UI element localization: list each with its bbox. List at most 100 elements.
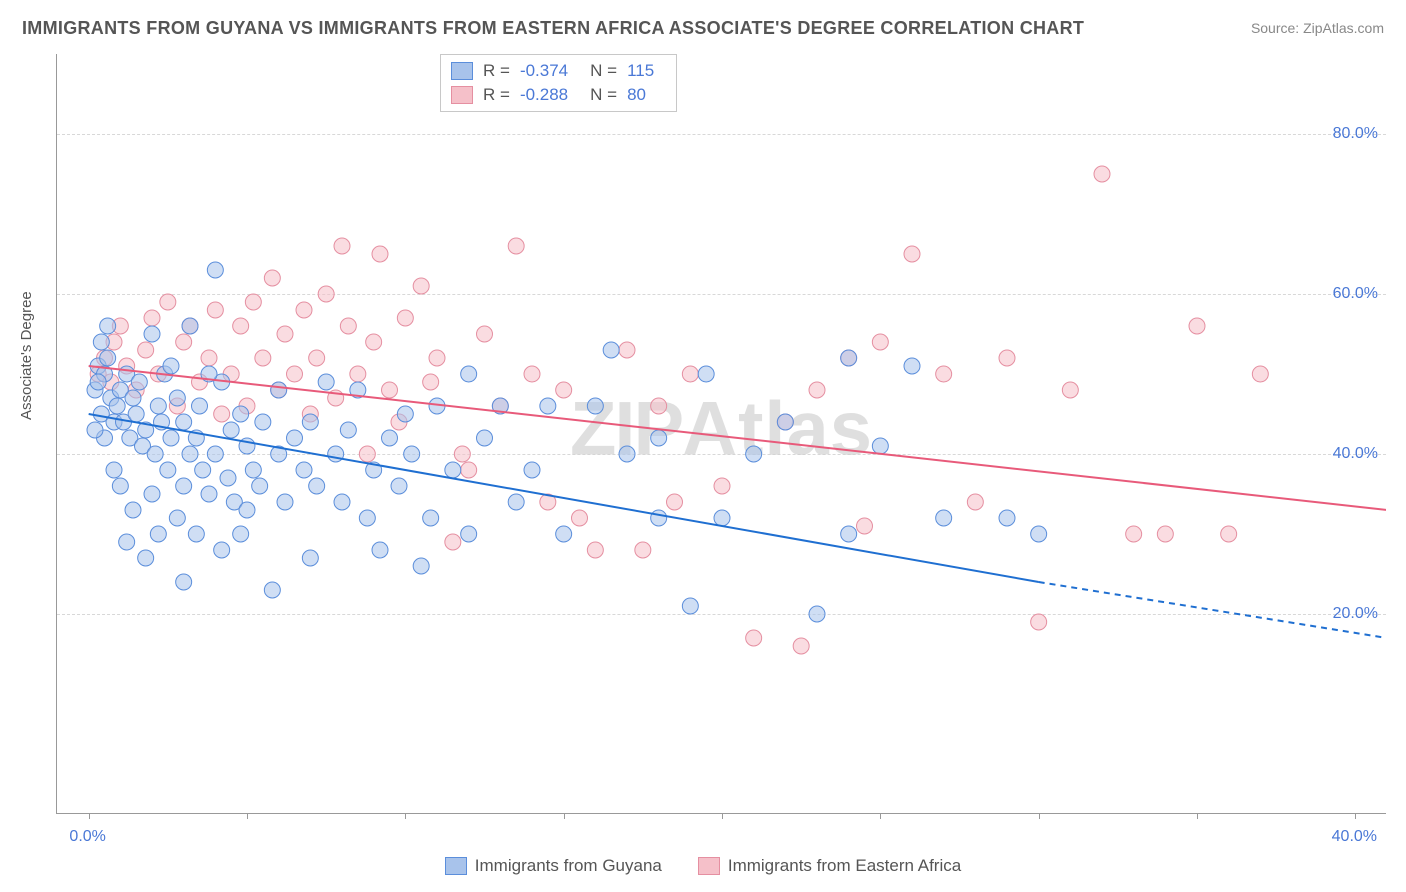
data-point xyxy=(651,398,667,414)
data-point xyxy=(524,366,540,382)
data-point xyxy=(936,510,952,526)
data-point xyxy=(220,470,236,486)
legend-label-blue: Immigrants from Guyana xyxy=(475,856,662,876)
data-point xyxy=(603,342,619,358)
data-point xyxy=(233,526,249,542)
data-point xyxy=(163,430,179,446)
data-point xyxy=(461,366,477,382)
data-point xyxy=(195,462,211,478)
data-point xyxy=(1126,526,1142,542)
data-point xyxy=(429,350,445,366)
data-point xyxy=(372,542,388,558)
data-point xyxy=(176,334,192,350)
swatch-blue-2 xyxy=(445,857,467,875)
data-point xyxy=(182,446,198,462)
x-tick-label-right: 40.0% xyxy=(1332,828,1377,846)
data-point xyxy=(809,382,825,398)
data-point xyxy=(746,446,762,462)
data-point xyxy=(233,318,249,334)
data-point xyxy=(967,494,983,510)
data-point xyxy=(160,462,176,478)
data-point xyxy=(635,542,651,558)
x-tick xyxy=(1039,813,1040,819)
data-point xyxy=(1031,526,1047,542)
data-point xyxy=(340,422,356,438)
x-tick xyxy=(405,813,406,819)
data-point xyxy=(245,294,261,310)
data-point xyxy=(556,526,572,542)
data-point xyxy=(999,350,1015,366)
data-point xyxy=(176,414,192,430)
data-point xyxy=(404,446,420,462)
legend-row-blue: R = -0.374 N = 115 xyxy=(451,59,666,83)
data-point xyxy=(359,446,375,462)
data-point xyxy=(423,510,439,526)
data-point xyxy=(277,326,293,342)
data-point xyxy=(131,374,147,390)
data-point xyxy=(90,374,106,390)
data-point xyxy=(100,318,116,334)
x-tick xyxy=(564,813,565,819)
x-tick xyxy=(1197,813,1198,819)
data-point xyxy=(397,406,413,422)
data-point xyxy=(793,638,809,654)
data-point xyxy=(125,390,141,406)
data-point xyxy=(125,502,141,518)
data-point xyxy=(128,406,144,422)
stat-N-blue: 115 xyxy=(627,61,654,81)
data-point xyxy=(302,550,318,566)
x-tick xyxy=(880,813,881,819)
data-point xyxy=(651,510,667,526)
data-point xyxy=(454,446,470,462)
x-tick xyxy=(1355,813,1356,819)
stat-R-pink: -0.288 xyxy=(520,85,568,105)
data-point xyxy=(318,286,334,302)
legend-item-blue: Immigrants from Guyana xyxy=(445,856,662,876)
data-point xyxy=(714,510,730,526)
data-point xyxy=(572,510,588,526)
stat-R-label: R = xyxy=(483,61,510,81)
data-point xyxy=(682,366,698,382)
data-point xyxy=(144,326,160,342)
data-point xyxy=(109,398,125,414)
data-point xyxy=(150,526,166,542)
data-point xyxy=(698,366,714,382)
x-tick xyxy=(89,813,90,819)
data-point xyxy=(382,382,398,398)
data-point xyxy=(271,382,287,398)
data-point xyxy=(1221,526,1237,542)
data-point xyxy=(233,406,249,422)
data-point xyxy=(106,462,122,478)
data-point xyxy=(461,526,477,542)
source-label: Source: ZipAtlas.com xyxy=(1251,20,1384,36)
stat-N-pink: 80 xyxy=(627,85,646,105)
data-point xyxy=(1189,318,1205,334)
data-point xyxy=(524,462,540,478)
data-point xyxy=(841,526,857,542)
legend-series: Immigrants from Guyana Immigrants from E… xyxy=(0,856,1406,876)
data-point xyxy=(147,446,163,462)
data-point xyxy=(239,502,255,518)
data-point xyxy=(138,550,154,566)
data-point xyxy=(93,334,109,350)
y-axis-title: Associate's Degree xyxy=(18,291,35,420)
data-point xyxy=(1157,526,1173,542)
data-point xyxy=(714,478,730,494)
stat-N-label: N = xyxy=(590,61,617,81)
stat-R-blue: -0.374 xyxy=(520,61,568,81)
data-point xyxy=(777,414,793,430)
data-point xyxy=(188,526,204,542)
stat-R-label2: R = xyxy=(483,85,510,105)
data-point xyxy=(309,350,325,366)
data-point xyxy=(214,406,230,422)
data-point xyxy=(999,510,1015,526)
data-point xyxy=(245,462,261,478)
data-point xyxy=(252,478,268,494)
legend-item-pink: Immigrants from Eastern Africa xyxy=(698,856,961,876)
x-tick xyxy=(247,813,248,819)
chart-title: IMMIGRANTS FROM GUYANA VS IMMIGRANTS FRO… xyxy=(22,18,1084,39)
data-point xyxy=(508,238,524,254)
data-point xyxy=(207,262,223,278)
data-point xyxy=(382,430,398,446)
data-point xyxy=(1252,366,1268,382)
